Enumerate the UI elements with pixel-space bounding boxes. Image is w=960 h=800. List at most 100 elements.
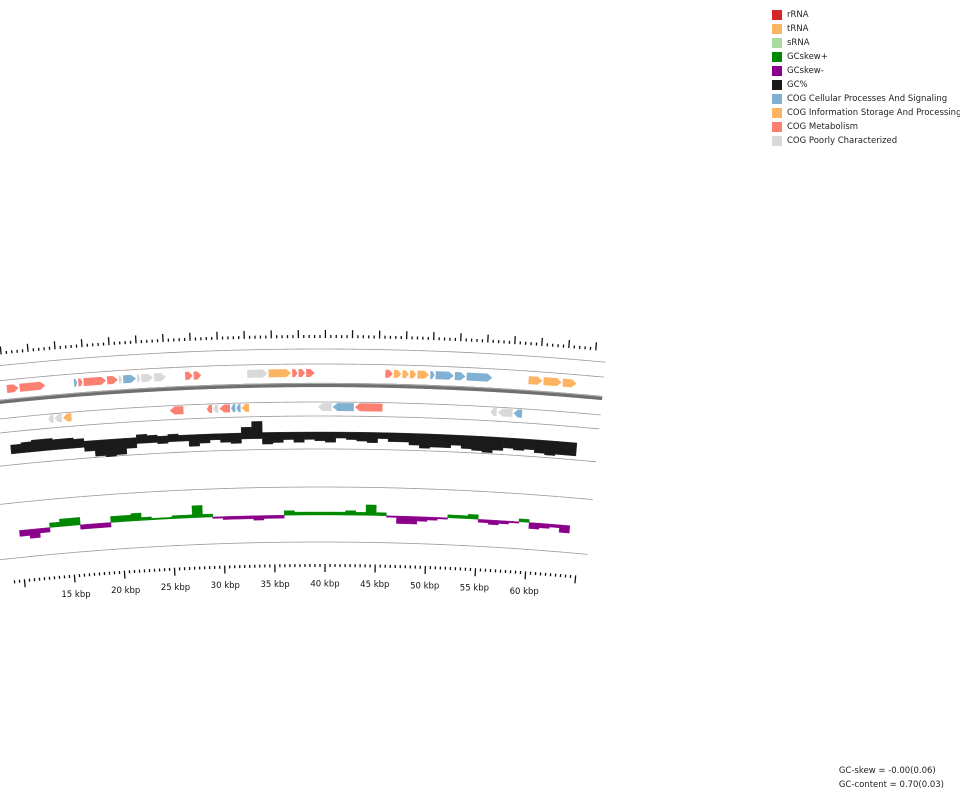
- cds-feature: [435, 371, 454, 380]
- kbp-tick-label: 60 kbp: [510, 587, 539, 597]
- gc-skew-bar: [191, 505, 203, 518]
- gc-skew-bar: [416, 516, 428, 522]
- gc-skew-bar: [273, 515, 285, 519]
- gc-skew-bar: [151, 517, 163, 521]
- gc-skew-bar: [39, 527, 51, 534]
- gc-skew-bar: [263, 515, 275, 519]
- cds-feature: [332, 403, 354, 412]
- guide-circle: [0, 486, 593, 505]
- legend-swatch: [772, 80, 782, 90]
- outer-tick: [541, 337, 544, 346]
- cds-feature: [73, 378, 78, 387]
- gc-skew-bar: [294, 511, 305, 516]
- gc-percent-bar: [398, 432, 410, 443]
- gc-skew-bar: [538, 523, 550, 529]
- gc-percent-bar: [554, 441, 567, 456]
- guide-circle: [0, 448, 597, 467]
- legend-label: GC%: [787, 80, 808, 90]
- legend-label: rRNA: [787, 10, 809, 20]
- gc-skew-bar: [141, 516, 152, 521]
- gc-skew-bar: [243, 515, 254, 520]
- guide-circle: [0, 415, 600, 434]
- gc-skew-bar: [467, 514, 479, 520]
- gc-percent-bar: [408, 433, 420, 446]
- gc-percent-bar: [10, 443, 23, 455]
- cds-feature: [118, 375, 123, 384]
- legend-swatch: [772, 66, 782, 76]
- kbp-tick-label: 50 kbp: [410, 581, 439, 591]
- gc-skew-bar: [171, 515, 183, 519]
- gc-skew-bar: [508, 520, 520, 524]
- gc-skew-bar: [498, 520, 509, 525]
- gc-skew-bar: [335, 511, 346, 516]
- gc-percent-bar: [199, 433, 211, 444]
- gc-percent-bar: [178, 434, 190, 442]
- legend-item: rRNA: [772, 8, 960, 22]
- gc-percent-bar: [94, 439, 107, 457]
- legend-swatch: [772, 94, 782, 104]
- cds-feature: [122, 374, 136, 384]
- gc-percent-bar: [513, 438, 525, 451]
- gc-skew-bar: [49, 521, 61, 528]
- legend-swatch: [772, 52, 782, 62]
- legend-label: tRNA: [787, 24, 809, 34]
- legend-item: COG Information Storage And Processing: [772, 106, 960, 120]
- gc-percent-bar: [439, 434, 452, 449]
- gc-skew-bar: [437, 517, 448, 520]
- legend-label: GCskew-: [787, 66, 824, 76]
- gc-percent-bar: [73, 438, 85, 449]
- cds-feature: [402, 370, 409, 379]
- cds-feature: [54, 414, 63, 423]
- gc-skew-bar: [284, 510, 295, 516]
- outer-tick: [26, 343, 29, 352]
- gc-percent-bar: [429, 433, 441, 448]
- cds-feature: [106, 376, 118, 385]
- legend-swatch: [772, 122, 782, 132]
- outer-tick: [107, 337, 110, 346]
- kbp-tick-label: 35 kbp: [260, 580, 289, 590]
- gc-percent-bar: [262, 432, 274, 445]
- gc-percent-bar: [209, 433, 221, 441]
- kbp-tick-label: 20 kbp: [111, 586, 140, 596]
- gc-skew-bar: [59, 518, 71, 527]
- legend-item: GC%: [772, 78, 960, 92]
- cds-feature: [219, 404, 231, 413]
- guide-circle: [0, 348, 606, 367]
- outer-tick: [53, 341, 56, 350]
- gc-skew-bar: [80, 523, 92, 530]
- cds-feature: [430, 370, 435, 380]
- gc-percent-bar: [460, 435, 473, 450]
- gc-percent-bar: [20, 441, 33, 454]
- gc-percent-bar: [135, 433, 148, 444]
- legend-item: COG Metabolism: [772, 120, 960, 134]
- legend-item: COG Poorly Characterized: [772, 134, 960, 148]
- cds-feature-track: [6, 369, 577, 423]
- outer-tick: [568, 339, 571, 349]
- gc-skew-bar: [426, 516, 438, 521]
- gc-skew-bar: [365, 504, 377, 516]
- legend-item: GCskew+: [772, 50, 960, 64]
- gc-percent-bar: [523, 438, 536, 451]
- gc-skew-bar: [130, 512, 142, 522]
- gc-skew-bar: [90, 523, 102, 529]
- gc-percent-bar: [230, 432, 242, 444]
- gc-skew-bar: [110, 515, 122, 523]
- cds-feature: [543, 377, 562, 387]
- backbone-line: [0, 382, 603, 404]
- inner-kbp-scale: 15 kbp 20 kbp 25 kbp 30 kbp 35 kbp 40 kbp 45 k…: [13, 564, 577, 600]
- outer-tick: [595, 342, 598, 351]
- legend-label: COG Cellular Processes And Signaling: [787, 94, 948, 104]
- gc-skew-bar: [19, 529, 31, 537]
- gc-statistics: GC-skew = -0.00(0.06) GC-content = 0.70(…: [839, 764, 944, 792]
- inner-tick: [73, 574, 76, 583]
- gc-skew-bar: [477, 519, 489, 524]
- gc-percent-bar: [533, 439, 546, 454]
- gc-skew-bar: [375, 512, 387, 516]
- cds-feature: [136, 374, 141, 383]
- gc-percent-bar: [492, 436, 504, 451]
- cds-feature: [393, 369, 402, 378]
- guide-circle: [0, 363, 605, 382]
- gc-skew-bar: [202, 513, 214, 518]
- gc-percent-bar: [283, 431, 295, 440]
- gc-percent-bar: [167, 433, 179, 443]
